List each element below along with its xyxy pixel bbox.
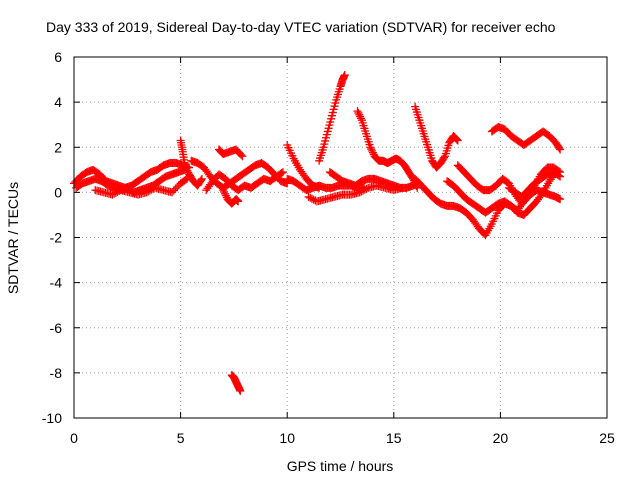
data-point-interp bbox=[182, 164, 191, 173]
data-point-interp bbox=[173, 182, 182, 191]
data-point bbox=[304, 192, 313, 201]
data-point-interp bbox=[452, 135, 461, 144]
data-point bbox=[168, 188, 177, 197]
data-point-interp bbox=[110, 189, 119, 198]
grid bbox=[74, 57, 607, 418]
data-point bbox=[278, 168, 287, 177]
data-point-interp bbox=[183, 166, 192, 175]
data-point bbox=[197, 174, 206, 183]
y-tick-label: -6 bbox=[50, 320, 63, 336]
data-point-interp bbox=[144, 187, 153, 196]
data-point bbox=[453, 136, 462, 145]
data-point-interp bbox=[368, 148, 377, 157]
x-tick-label: 25 bbox=[599, 430, 615, 446]
y-tick-label: 0 bbox=[54, 184, 62, 200]
data-point-interp bbox=[368, 146, 377, 155]
data-point-interp bbox=[360, 185, 369, 194]
data-point-interp bbox=[355, 110, 364, 119]
data-point-interp bbox=[356, 114, 365, 123]
series-trace-3 bbox=[91, 174, 191, 199]
data-point-interp bbox=[354, 108, 363, 117]
data-point bbox=[366, 143, 375, 152]
series-trace-9 bbox=[227, 371, 245, 395]
data-point bbox=[340, 71, 349, 80]
data-point-interp bbox=[307, 194, 316, 203]
data-point-interp bbox=[197, 176, 206, 185]
data-point-interp bbox=[111, 188, 120, 197]
data-point-interp bbox=[277, 168, 286, 177]
data-point-interp bbox=[171, 184, 180, 193]
data-point bbox=[234, 197, 243, 206]
data-point-interp bbox=[440, 153, 449, 162]
plot-frame bbox=[73, 56, 608, 419]
data-point-interp bbox=[452, 134, 461, 143]
data-point-interp bbox=[306, 193, 315, 202]
data-point-interp bbox=[113, 187, 122, 196]
data-point-interp bbox=[169, 186, 178, 195]
x-tick-label: 20 bbox=[493, 430, 509, 446]
data-point-interp bbox=[147, 185, 156, 194]
data-point bbox=[142, 188, 151, 197]
data-point bbox=[180, 161, 189, 170]
data-point bbox=[238, 152, 247, 161]
y-tick-label: -10 bbox=[42, 410, 62, 426]
data-point-interp bbox=[357, 187, 366, 196]
series-trace-13 bbox=[315, 71, 349, 165]
x-tick-label: 0 bbox=[70, 430, 78, 446]
series-trace-20 bbox=[487, 122, 565, 154]
series-trace-21 bbox=[504, 168, 565, 201]
x-axis-label: GPS time / hours bbox=[287, 458, 394, 474]
data-point-interp bbox=[237, 150, 246, 159]
series-trace-18 bbox=[443, 168, 560, 219]
x-tick-label: 15 bbox=[386, 430, 402, 446]
data-point bbox=[556, 145, 565, 154]
data-point bbox=[219, 186, 228, 195]
x-tick-label: 5 bbox=[177, 430, 185, 446]
chart-title: Day 333 of 2019, Sidereal Day-to-day VTE… bbox=[46, 19, 556, 35]
data-point-interp bbox=[221, 191, 230, 200]
data-point-interp bbox=[362, 184, 371, 193]
data-point-interp bbox=[145, 186, 154, 195]
data-point-interp bbox=[359, 186, 368, 195]
series-trace-4 bbox=[176, 136, 206, 190]
y-tick-label: -4 bbox=[50, 275, 63, 291]
series-trace-7 bbox=[214, 145, 247, 161]
data-point bbox=[353, 107, 362, 116]
y-tick-label: -2 bbox=[50, 230, 63, 246]
data-point bbox=[108, 190, 117, 199]
data-point-interp bbox=[220, 187, 229, 196]
data-point-interp bbox=[309, 195, 318, 204]
series-trace-6 bbox=[202, 168, 287, 195]
series-trace-11 bbox=[283, 140, 324, 192]
axes bbox=[73, 56, 608, 419]
x-tick-label: 10 bbox=[279, 430, 295, 446]
y-tick-label: -8 bbox=[50, 365, 63, 381]
data-point bbox=[315, 183, 324, 192]
y-axis-label: SDTVAR / TECUs bbox=[5, 182, 21, 294]
data-point bbox=[355, 188, 364, 197]
data-point-interp bbox=[181, 175, 190, 184]
data-point bbox=[236, 386, 245, 395]
data-point-interp bbox=[181, 163, 190, 172]
series-trace-8 bbox=[219, 186, 243, 208]
series-trace-16 bbox=[411, 102, 462, 172]
y-tick-label: 4 bbox=[54, 94, 62, 110]
data-point-interp bbox=[356, 112, 365, 121]
tick-labels: 0 5 10 15 20 25 -10 -8 -6 -4 -2 0 2 4 6 bbox=[42, 49, 615, 446]
y-tick-label: 2 bbox=[54, 139, 62, 155]
y-tick-label: 6 bbox=[54, 49, 62, 65]
data-point bbox=[556, 172, 565, 181]
data-point-interp bbox=[537, 190, 546, 199]
data-point-interp bbox=[554, 171, 563, 180]
data-point bbox=[556, 195, 565, 204]
plot-area bbox=[70, 71, 565, 395]
data-point-interp bbox=[220, 189, 229, 198]
data-point-interp bbox=[367, 145, 376, 154]
data-point-interp bbox=[555, 144, 564, 153]
series-trace-14 bbox=[353, 107, 422, 192]
